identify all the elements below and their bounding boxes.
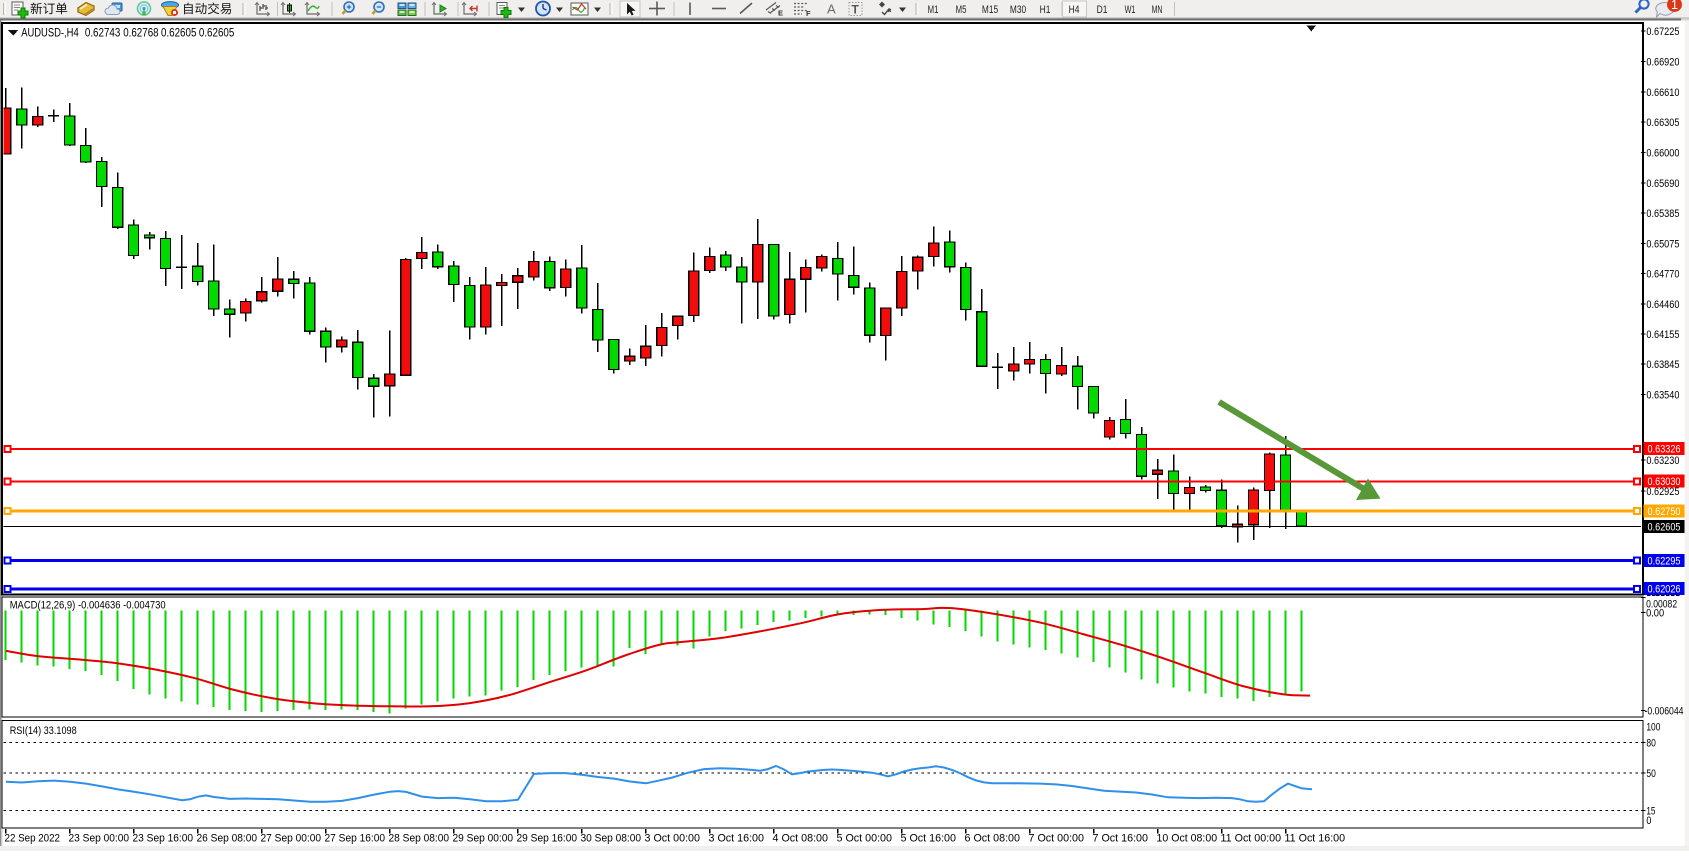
svg-text:27 Sep 16:00: 27 Sep 16:00	[325, 833, 386, 845]
svg-text:M30: M30	[1010, 4, 1026, 16]
svg-text:MACD(12,26,9) -0.004636 -0.004: MACD(12,26,9) -0.004636 -0.004730	[10, 599, 166, 611]
svg-text:3 Oct 00:00: 3 Oct 00:00	[645, 833, 701, 845]
svg-text:0.62026: 0.62026	[1648, 583, 1681, 595]
svg-text:11 Oct 16:00: 11 Oct 16:00	[1285, 833, 1346, 845]
svg-text:0.63230: 0.63230	[1646, 455, 1679, 467]
svg-text:30 Sep 08:00: 30 Sep 08:00	[581, 833, 642, 845]
svg-text:0.62295: 0.62295	[1648, 555, 1681, 567]
svg-text:0.62743: 0.62743	[85, 28, 120, 40]
svg-text:H1: H1	[1040, 4, 1051, 16]
svg-text:E: E	[778, 9, 783, 18]
svg-text:23 Sep 00:00: 23 Sep 00:00	[69, 833, 130, 845]
svg-text:0.63030: 0.63030	[1648, 476, 1681, 488]
svg-text:0: 0	[1646, 815, 1651, 827]
svg-text:0.65385: 0.65385	[1646, 208, 1679, 220]
svg-text:22 Sep 2022: 22 Sep 2022	[5, 833, 61, 845]
svg-text:28 Sep 08:00: 28 Sep 08:00	[389, 833, 450, 845]
svg-text:F: F	[806, 9, 811, 18]
svg-text:27 Sep 00:00: 27 Sep 00:00	[261, 833, 322, 845]
svg-text:0.62750: 0.62750	[1648, 506, 1681, 518]
svg-text:26 Sep 08:00: 26 Sep 08:00	[197, 833, 258, 845]
svg-text:0.64155: 0.64155	[1646, 329, 1679, 341]
svg-text:W1: W1	[1125, 4, 1136, 16]
svg-text:M1: M1	[928, 4, 939, 16]
svg-text:MN: MN	[1152, 4, 1163, 16]
svg-text:0.66000: 0.66000	[1646, 148, 1679, 160]
svg-text:0.65690: 0.65690	[1646, 178, 1679, 190]
svg-text:RSI(14) 33.1098: RSI(14) 33.1098	[10, 725, 77, 737]
svg-text:7 Oct 16:00: 7 Oct 16:00	[1093, 833, 1149, 845]
svg-text:0.63845: 0.63845	[1646, 359, 1679, 371]
svg-text:100: 100	[1646, 722, 1660, 734]
svg-text:29 Sep 16:00: 29 Sep 16:00	[517, 833, 578, 845]
svg-text:4 Oct 08:00: 4 Oct 08:00	[773, 833, 829, 845]
svg-text:3 Oct 16:00: 3 Oct 16:00	[709, 833, 765, 845]
svg-text:-0.006044: -0.006044	[1645, 706, 1684, 718]
svg-text:0.67225: 0.67225	[1646, 26, 1679, 38]
svg-text:T: T	[852, 3, 860, 17]
svg-text:0.62605: 0.62605	[161, 28, 196, 40]
svg-text:5 Oct 16:00: 5 Oct 16:00	[901, 833, 957, 845]
svg-text:50: 50	[1646, 768, 1656, 780]
svg-text:0.62768: 0.62768	[123, 28, 158, 40]
svg-text:80: 80	[1646, 737, 1656, 749]
svg-text:0.66610: 0.66610	[1646, 87, 1679, 99]
svg-text:M15: M15	[982, 4, 998, 16]
svg-text:D1: D1	[1097, 4, 1108, 16]
svg-text:1: 1	[1671, 0, 1678, 12]
svg-text:0.66305: 0.66305	[1646, 117, 1679, 129]
svg-text:0.64770: 0.64770	[1646, 269, 1679, 281]
svg-text:0.64460: 0.64460	[1646, 299, 1679, 311]
svg-text:M5: M5	[956, 4, 967, 16]
svg-text:10 Oct 08:00: 10 Oct 08:00	[1157, 833, 1218, 845]
svg-text:A: A	[827, 2, 836, 17]
svg-text:0.62605: 0.62605	[1648, 521, 1681, 533]
svg-text:5 Oct 00:00: 5 Oct 00:00	[837, 833, 893, 845]
svg-text:11 Oct 00:00: 11 Oct 00:00	[1221, 833, 1282, 845]
svg-text:0.63540: 0.63540	[1646, 390, 1679, 402]
svg-text:0.65075: 0.65075	[1646, 239, 1679, 251]
svg-text:0.00: 0.00	[1646, 608, 1664, 620]
svg-text:0.62605: 0.62605	[199, 28, 234, 40]
svg-text:29 Sep 00:00: 29 Sep 00:00	[453, 833, 514, 845]
svg-text:7 Oct 00:00: 7 Oct 00:00	[1029, 833, 1085, 845]
svg-text:0.66920: 0.66920	[1646, 57, 1679, 69]
svg-text:23 Sep 16:00: 23 Sep 16:00	[133, 833, 194, 845]
svg-text:6 Oct 08:00: 6 Oct 08:00	[965, 833, 1021, 845]
svg-text:AUDUSD-,H4: AUDUSD-,H4	[21, 28, 79, 40]
svg-text:H4: H4	[1069, 4, 1080, 16]
svg-text:0.63326: 0.63326	[1648, 444, 1681, 456]
